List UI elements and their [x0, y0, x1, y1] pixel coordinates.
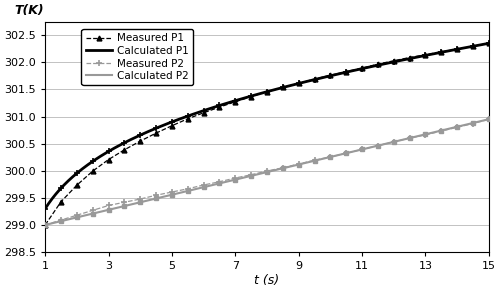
Measured P1: [169, 124, 175, 127]
Measured P2: [216, 180, 222, 184]
Measured P2: [248, 173, 254, 177]
Measured P1: [312, 77, 318, 81]
Measured P2: [296, 162, 302, 166]
Measured P2: [391, 140, 397, 144]
Measured P1: [406, 56, 412, 59]
Calculated P1: [306, 79, 312, 83]
Measured P1: [153, 131, 159, 135]
Calculated P1: [256, 92, 262, 96]
Measured P2: [470, 122, 476, 125]
Calculated P1: [406, 57, 412, 61]
Measured P2: [312, 159, 318, 162]
Measured P1: [422, 53, 428, 57]
Text: T(K): T(K): [14, 4, 44, 17]
Measured P2: [375, 144, 381, 147]
Calculated P1: [253, 93, 259, 97]
Measured P1: [232, 100, 238, 104]
Measured P1: [343, 70, 349, 73]
Measured P1: [138, 139, 143, 143]
Calculated P2: [306, 160, 312, 164]
Measured P1: [248, 95, 254, 98]
Measured P2: [328, 155, 334, 159]
Measured P1: [438, 50, 444, 54]
Measured P1: [185, 117, 191, 120]
Measured P1: [391, 59, 397, 63]
Measured P2: [486, 118, 492, 121]
Measured P1: [58, 200, 64, 203]
Measured P2: [169, 190, 175, 194]
Measured P1: [74, 183, 80, 187]
Measured P1: [122, 148, 128, 152]
Calculated P1: [486, 42, 492, 45]
Measured P2: [74, 214, 80, 217]
Measured P1: [90, 169, 96, 173]
Measured P1: [216, 105, 222, 109]
Line: Measured P2: Measured P2: [42, 116, 492, 228]
Measured P1: [375, 62, 381, 66]
Legend: Measured P1, Calculated P1, Measured P2, Calculated P2: Measured P1, Calculated P1, Measured P2,…: [82, 29, 193, 85]
Line: Calculated P1: Calculated P1: [45, 43, 489, 209]
Calculated P1: [475, 44, 481, 47]
Measured P2: [438, 129, 444, 133]
Measured P1: [359, 66, 365, 70]
Measured P2: [138, 197, 143, 201]
Calculated P2: [406, 136, 412, 140]
Measured P1: [264, 90, 270, 93]
Calculated P2: [253, 173, 259, 176]
Measured P1: [454, 47, 460, 51]
Measured P2: [359, 148, 365, 151]
Calculated P1: [282, 85, 288, 89]
Calculated P2: [256, 172, 262, 176]
Measured P1: [328, 74, 334, 77]
Calculated P2: [282, 166, 288, 169]
Measured P2: [343, 151, 349, 155]
Measured P1: [486, 42, 492, 45]
Measured P2: [58, 218, 64, 222]
Measured P2: [90, 209, 96, 212]
Measured P2: [232, 176, 238, 180]
Measured P2: [153, 194, 159, 197]
Measured P2: [406, 136, 412, 140]
Measured P1: [296, 82, 302, 85]
Measured P1: [280, 86, 286, 89]
Calculated P2: [486, 118, 492, 121]
Measured P1: [470, 45, 476, 48]
Measured P1: [106, 158, 112, 161]
X-axis label: t (s): t (s): [254, 274, 280, 287]
Line: Calculated P2: Calculated P2: [45, 119, 489, 225]
Calculated P2: [475, 120, 481, 123]
Calculated P2: [42, 223, 48, 227]
Calculated P1: [42, 207, 48, 210]
Measured P2: [454, 125, 460, 129]
Measured P2: [122, 200, 128, 204]
Measured P2: [280, 166, 286, 169]
Measured P1: [200, 111, 206, 115]
Measured P2: [200, 183, 206, 187]
Measured P2: [42, 223, 48, 227]
Line: Measured P1: Measured P1: [43, 41, 492, 227]
Measured P2: [422, 133, 428, 136]
Measured P2: [264, 169, 270, 173]
Measured P2: [185, 187, 191, 191]
Measured P1: [42, 223, 48, 227]
Measured P2: [106, 204, 112, 207]
